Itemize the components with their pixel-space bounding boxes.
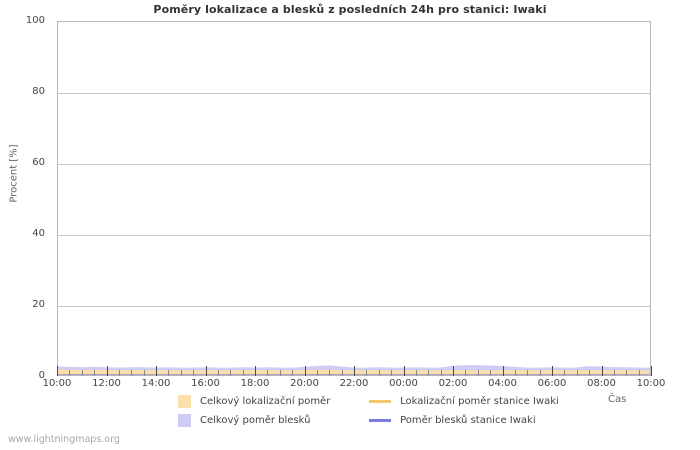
x-tick-major [552,366,553,376]
plot-area [57,21,651,376]
x-tick-minor [217,370,219,376]
x-tick-minor [230,370,232,376]
legend-row: Celkový poměr blesků Poměr blesků stanice… [178,411,608,430]
x-tick-minor [589,370,591,376]
x-tick-minor [514,370,516,376]
x-tick-minor [329,370,331,376]
legend-item[interactable]: Lokalizační poměr stanice Iwaki [369,396,608,407]
x-tick-major [403,366,405,376]
x-tick-minor [366,370,368,376]
x-tick-minor [118,370,120,376]
x-tick-label: 06:00 [537,378,567,389]
y-tick-label: 0 [38,370,45,381]
x-tick-minor [539,370,541,376]
legend-label: Celkový poměr blesků [200,415,311,426]
x-tick-minor [465,370,467,376]
x-tick-label: 20:00 [290,378,319,389]
x-tick-minor [527,370,529,376]
y-axis-title: Procent [%] [8,144,20,203]
x-tick-minor [267,370,269,376]
legend-label: Celkový lokalizační poměr [200,396,331,407]
x-tick-minor [316,370,318,376]
x-tick-major [205,366,207,376]
legend-item[interactable]: Celkový poměr blesků [178,414,369,427]
x-tick-minor [391,370,393,376]
series-svg [58,365,650,375]
x-tick-minor [613,370,615,376]
x-tick-minor [193,370,195,376]
legend-swatch-icon [178,414,191,427]
y-tick-label: 60 [32,157,45,168]
x-tick-label: 12:00 [92,378,121,389]
x-tick-minor [94,370,96,376]
x-tick-label: 02:00 [438,378,468,389]
x-tick-major [255,366,256,376]
gridline [58,235,650,236]
y-tick-label: 20 [32,299,45,310]
x-tick-minor [168,370,170,376]
legend-line-icon [369,400,392,403]
x-tick-minor [69,370,71,376]
x-tick-major [601,366,603,376]
y-tick-label: 40 [32,228,45,239]
x-tick-label: 16:00 [191,378,220,389]
gridline [58,93,650,94]
x-tick-minor [477,370,479,376]
x-tick-minor [180,370,182,376]
x-tick-label: 04:00 [488,378,517,389]
x-tick-minor [428,370,430,376]
x-tick-label: 00:00 [389,378,418,389]
x-tick-minor [378,370,380,376]
x-tick-major [57,366,58,376]
x-tick-minor [131,370,133,376]
series-layer [58,22,650,375]
legend-item[interactable]: Celkový lokalizační poměr [178,395,369,408]
x-tick-minor [415,370,417,376]
x-tick-minor [242,370,244,376]
x-tick-major [354,366,355,376]
chart-title: Poměry lokalizace a blesků z posledních … [153,3,547,16]
x-tick-minor [490,370,492,376]
legend-line-icon [369,419,392,422]
x-tick-minor [279,370,281,376]
legend-row: Celkový lokalizační poměr Lokalizační pom… [178,392,608,411]
legend-item[interactable]: Poměr blesků stanice Iwaki [369,415,608,426]
x-tick-label: 10:00 [42,378,72,389]
x-tick-minor [638,370,640,376]
x-tick-minor [440,370,442,376]
x-tick-minor [564,370,566,376]
x-tick-label: 22:00 [339,378,369,389]
watermark: www.lightningmaps.org [8,434,120,445]
x-tick-label: 18:00 [240,378,270,389]
x-tick-major [304,366,306,376]
y-tick-label: 80 [32,86,45,97]
gridline [58,164,650,165]
x-tick-major [453,366,454,376]
x-tick-major [156,366,157,376]
legend-label: Lokalizační poměr stanice Iwaki [400,396,559,407]
x-tick-minor [576,370,578,376]
x-tick-label: 14:00 [141,378,171,389]
x-tick-label: 10:00 [636,378,666,389]
y-tick-label: 100 [25,15,45,26]
x-tick-major [502,366,504,376]
legend-swatch-icon [178,395,191,408]
x-tick-minor [292,370,294,376]
x-tick-minor [341,370,343,376]
x-tick-minor [143,370,145,376]
x-tick-major [106,366,108,376]
x-tick-major [651,366,652,376]
x-tick-minor [626,370,628,376]
x-tick-minor [81,370,83,376]
x-tick-label: 08:00 [587,378,616,389]
gridline [58,306,650,307]
chart-legend: Celkový lokalizační poměr Lokalizační pom… [178,392,608,430]
x-axis-title: Čas [608,394,627,405]
legend-label: Poměr blesků stanice Iwaki [400,415,536,426]
